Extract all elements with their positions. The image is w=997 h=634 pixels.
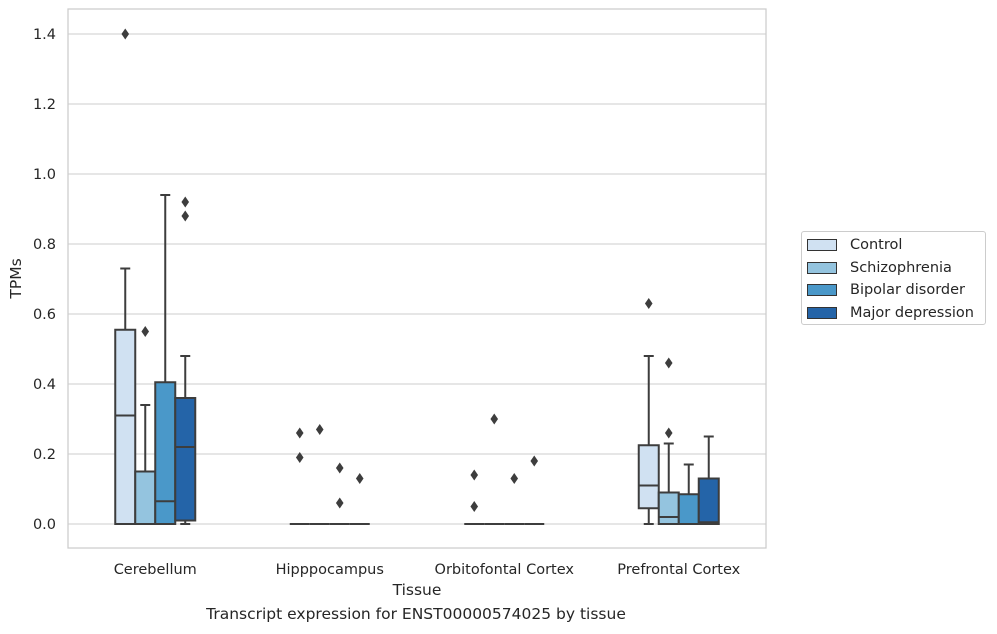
box-2-1 — [484, 413, 505, 525]
legend-label: Major depression — [850, 304, 974, 321]
x-tick-label: Prefrontal Cortex — [617, 562, 740, 578]
y-tick-label: 0.2 — [33, 447, 56, 463]
outlier-point — [510, 473, 519, 484]
box-body — [174, 397, 197, 522]
boxes — [114, 28, 720, 525]
legend-label: Control — [850, 237, 903, 253]
y-tick-label: 0.8 — [33, 237, 56, 253]
box-0-0 — [114, 28, 137, 525]
box-1-3 — [349, 473, 370, 525]
outlier-point — [335, 462, 344, 474]
box-3-1 — [657, 357, 680, 525]
chart-caption: Transcript expression for ENST0000057402… — [206, 605, 626, 623]
box-body — [154, 381, 177, 525]
box-body — [697, 477, 720, 525]
box-1-2 — [329, 462, 350, 525]
x-axis-label: Tissue — [392, 581, 442, 599]
box-body — [637, 444, 660, 510]
box-2-0 — [464, 469, 485, 525]
outlier-point — [355, 473, 364, 484]
legend-swatch — [807, 306, 837, 319]
outlier-point — [664, 427, 673, 439]
outlier-point — [141, 326, 150, 337]
y-tick-label: 1.0 — [33, 167, 56, 183]
box-3-0 — [637, 298, 660, 525]
outlier-point — [664, 357, 673, 369]
box-1-0 — [289, 427, 310, 525]
legend-swatch — [807, 261, 837, 274]
outlier-point — [490, 413, 499, 425]
outlier-point — [295, 427, 304, 439]
box-1-1 — [309, 424, 330, 525]
outlier-point — [644, 298, 653, 309]
x-tick-label: Cerebellum — [114, 562, 197, 578]
x-axis-ticks: Cerebellum Hipppocampus Orbitofontal Corte… — [114, 562, 741, 578]
box-body — [114, 328, 137, 525]
legend-label: Bipolar disorder — [850, 282, 965, 298]
y-tick-label: 1.2 — [33, 97, 56, 113]
outlier-point — [335, 497, 344, 509]
outlier-point — [470, 501, 479, 512]
box-body — [677, 493, 700, 525]
x-tick-label: Orbitofontal Cortex — [435, 562, 575, 578]
outlier-point — [121, 28, 130, 40]
box-body — [134, 470, 157, 525]
outlier-point — [315, 424, 324, 435]
y-axis-label: TPMs — [7, 258, 25, 299]
box-3-2 — [677, 463, 700, 525]
legend: Control Schizophrenia Bipolar disorder Majo… — [801, 231, 986, 325]
outlier-point — [530, 455, 539, 467]
y-tick-label: 1.4 — [33, 27, 56, 43]
y-tick-label: 0.4 — [33, 377, 56, 393]
legend-item: Control — [807, 235, 902, 255]
legend-swatch — [807, 239, 837, 251]
outlier-point — [181, 210, 190, 222]
box-0-2 — [154, 194, 177, 525]
box-2-2 — [504, 473, 525, 525]
outlier-point — [470, 469, 479, 481]
legend-swatch — [807, 284, 837, 296]
legend-item: Major depression — [807, 303, 974, 323]
outlier-point — [295, 452, 304, 463]
y-tick-label: 0.0 — [33, 517, 56, 533]
box-0-1 — [134, 326, 157, 525]
box-3-3 — [697, 435, 720, 525]
y-axis-ticks: 0.0 0.2 0.4 0.6 0.8 1.0 1.2 1.4 — [33, 27, 56, 533]
box-2-3 — [524, 455, 545, 525]
outlier-point — [181, 196, 190, 208]
plot-frame — [67, 8, 767, 549]
x-tick-label: Hipppocampus — [276, 562, 384, 578]
legend-label: Schizophrenia — [850, 259, 952, 276]
box-0-3 — [174, 196, 197, 525]
y-tick-label: 0.6 — [33, 307, 56, 323]
legend-item: Bipolar disorder — [807, 280, 965, 300]
legend-item: Schizophrenia — [807, 258, 952, 278]
box-body — [657, 491, 680, 525]
